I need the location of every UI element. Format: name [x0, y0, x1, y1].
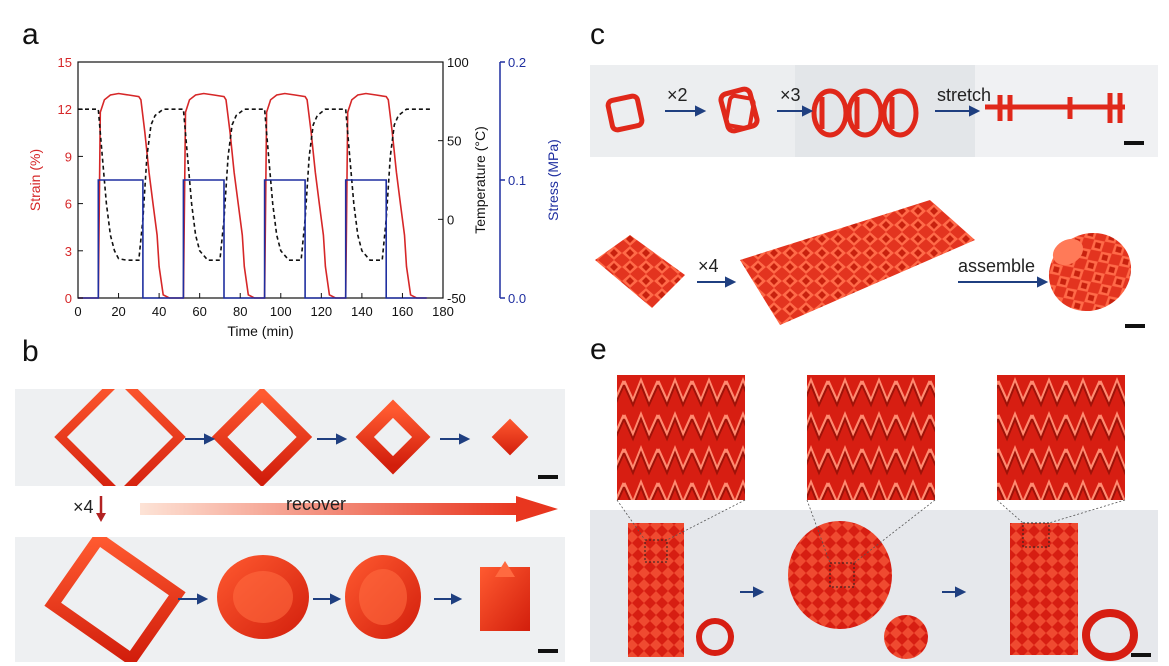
stacked-grid-folded [480, 561, 530, 631]
tube-ring-small [696, 618, 734, 656]
arrow-label-assemble: assemble [958, 256, 1036, 276]
annotation-x4: ×4 [73, 497, 94, 517]
photo-row-e [590, 375, 1158, 662]
grid-sheet-flat [54, 389, 186, 486]
photo-row-b-top [15, 389, 565, 486]
stacked-grid-folding-1 [217, 555, 309, 639]
x-tick-label: 20 [111, 304, 125, 319]
y-left-axis-label: Strain (%) [27, 149, 43, 211]
zoom-inset-2 [807, 375, 935, 500]
scale-bar [1125, 324, 1145, 328]
grid-sheet-folding-2 [355, 399, 431, 475]
grid-sheet-folding-1 [211, 389, 313, 486]
single-ring-module [605, 93, 645, 133]
scale-bar [1124, 141, 1144, 145]
tube-ring-large [1082, 609, 1138, 661]
x-tick-label: 60 [192, 304, 206, 319]
series-line-strain [78, 92, 427, 299]
stacked-grid-photos [44, 537, 530, 662]
arrow-label-x2: ×2 [667, 85, 688, 105]
large-origami-sheet [740, 200, 975, 325]
y-stress-tick-label: 0.2 [508, 55, 526, 70]
y-left-tick-label: 12 [58, 102, 72, 117]
tube-cylinder [628, 523, 684, 657]
series-line-stress [78, 179, 427, 299]
x-tick-label: 40 [152, 304, 166, 319]
y-temp-axis-label: Temperature (°C) [472, 126, 488, 234]
stacked-grid-flat [44, 537, 186, 662]
x-axis-label: Time (min) [227, 323, 293, 339]
y-temp-tick-label: 100 [447, 55, 469, 70]
recover-gradient-arrow [140, 496, 558, 522]
scale-bar [1131, 653, 1151, 657]
y-left-tick-label: 6 [65, 197, 72, 212]
x-tick-label: 120 [310, 304, 332, 319]
y-left-tick-label: 15 [58, 55, 72, 70]
photo-row-b-bottom [15, 537, 565, 662]
x-tick-label: 160 [392, 304, 414, 319]
arrow-label-x4: ×4 [698, 256, 719, 276]
y-temp-tick-label: 0 [447, 212, 454, 227]
triple-ring-chain [811, 88, 919, 138]
photo-row-d: ×4 assemble [590, 190, 1158, 330]
scale-bar [538, 475, 558, 479]
y-left-tick-label: 0 [65, 291, 72, 306]
y-left-tick-label: 3 [65, 244, 72, 259]
origami-sheet-photos [595, 200, 1132, 325]
y-temp-tick-label: 50 [447, 134, 461, 149]
series-line-temperature [78, 108, 431, 262]
double-ring-module [718, 86, 760, 134]
stretched-chain [985, 93, 1125, 123]
panel-label-e: e [590, 333, 607, 366]
scale-bar [538, 649, 558, 653]
x-tick-label: 80 [233, 304, 247, 319]
assembled-tube [1048, 232, 1132, 312]
x-tick-label: 100 [270, 304, 292, 319]
tube-recovered [1010, 523, 1078, 655]
tube-sphere [788, 521, 892, 629]
y-stress-tick-label: 0.1 [508, 173, 526, 188]
grid-sheet-folded [491, 418, 529, 456]
down-arrow [96, 496, 106, 522]
tube-sphere-cross-section [884, 615, 928, 659]
x-tick-label: 180 [432, 304, 454, 319]
y-temp-tick-label: -50 [447, 291, 466, 306]
shape-morphing-tube-photos [590, 375, 1158, 662]
arrow-label-x3: ×3 [780, 85, 801, 105]
panel-label-b: b [22, 335, 39, 368]
x-tick-label: 140 [351, 304, 373, 319]
zoom-inset-1 [617, 375, 745, 500]
arrow-label-stretch: stretch [937, 85, 992, 105]
photo-row-c: ×2 ×3 stretch [590, 65, 1158, 157]
annotation-recover: recover [286, 494, 347, 514]
x-tick-label: 0 [74, 304, 81, 319]
ring-module-photos [605, 65, 1158, 157]
y-stress-tick-label: 0.0 [508, 291, 526, 306]
y-left-tick-label: 9 [65, 149, 72, 164]
panel-label-a: a [22, 18, 39, 51]
y-stress-axis-label: Stress (MPa) [545, 139, 561, 221]
stacked-grid-folding-2 [345, 555, 421, 639]
small-origami-sheet [595, 235, 685, 308]
grid-sheet-photos [54, 389, 529, 486]
panel-label-c: c [590, 18, 605, 51]
zoom-inset-3 [997, 375, 1125, 500]
